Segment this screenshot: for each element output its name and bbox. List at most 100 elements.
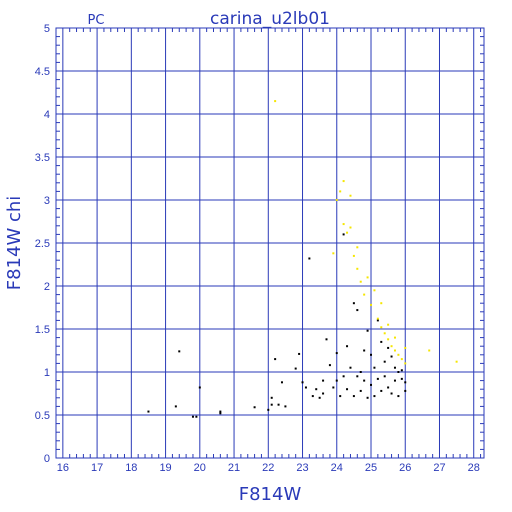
data-point — [370, 353, 373, 356]
chart-subtitle: PC — [88, 13, 105, 28]
data-point — [397, 353, 400, 356]
data-point — [400, 358, 403, 361]
data-point — [342, 375, 345, 378]
data-point — [428, 349, 431, 352]
data-point — [352, 254, 355, 257]
x-tick-label: 24 — [331, 462, 343, 474]
data-point — [400, 369, 403, 372]
y-tick-label: 1.5 — [35, 324, 50, 336]
data-point — [363, 293, 366, 296]
data-point — [335, 352, 338, 355]
x-tick-label: 16 — [57, 462, 69, 474]
data-point — [383, 360, 386, 363]
data-point — [393, 349, 396, 352]
data-point — [387, 323, 390, 326]
data-point — [356, 246, 359, 249]
data-point — [304, 386, 307, 389]
data-point — [404, 346, 407, 349]
data-point — [346, 388, 349, 391]
data-point — [370, 383, 373, 386]
x-tick-label: 20 — [194, 462, 206, 474]
data-point — [390, 355, 393, 358]
data-point — [359, 280, 362, 283]
x-tick-label: 19 — [159, 462, 171, 474]
data-point — [359, 389, 362, 392]
data-point — [342, 180, 345, 183]
data-point — [301, 381, 304, 384]
data-point — [270, 396, 273, 399]
y-tick-label: 0 — [44, 453, 50, 465]
data-point — [366, 276, 369, 279]
data-points — [147, 100, 458, 418]
data-point — [277, 403, 280, 406]
data-point — [352, 395, 355, 398]
data-point — [383, 332, 386, 335]
data-point — [370, 303, 373, 306]
data-point — [346, 231, 349, 234]
data-point — [315, 388, 318, 391]
plot-frame — [55, 27, 485, 459]
data-point — [267, 408, 270, 411]
data-point — [325, 338, 328, 341]
y-tick-label: 2.5 — [35, 238, 50, 250]
data-point — [352, 302, 355, 305]
data-point — [400, 377, 403, 380]
x-tick-label: 25 — [365, 462, 377, 474]
data-point — [280, 381, 283, 384]
data-point — [349, 194, 352, 197]
y-tick-label: 1 — [44, 367, 50, 379]
data-point — [356, 309, 359, 312]
data-point — [376, 319, 379, 322]
data-point — [373, 395, 376, 398]
data-point — [387, 386, 390, 389]
data-point — [346, 345, 349, 348]
x-tick-label: 17 — [91, 462, 103, 474]
data-point — [397, 371, 400, 373]
data-point — [339, 395, 342, 398]
data-point — [322, 379, 325, 382]
data-point — [328, 364, 331, 367]
data-point — [393, 366, 396, 369]
data-point — [174, 405, 177, 408]
y-tick-label: 4 — [44, 109, 50, 121]
data-point — [311, 395, 314, 398]
data-point — [393, 379, 396, 382]
x-tick-label: 26 — [399, 462, 411, 474]
data-point — [147, 410, 150, 413]
data-point — [390, 345, 393, 348]
data-point — [318, 396, 321, 399]
data-point — [274, 100, 277, 103]
data-point — [404, 381, 407, 384]
data-point — [356, 375, 359, 378]
data-point — [380, 389, 383, 392]
data-point — [376, 317, 379, 320]
data-point — [380, 326, 383, 329]
y-tick-label: 0.5 — [35, 410, 50, 422]
data-point — [349, 226, 352, 229]
data-point — [349, 366, 352, 369]
y-tick-label: 2 — [44, 281, 50, 293]
data-point — [270, 403, 273, 406]
x-tick-label: 18 — [125, 462, 137, 474]
y-tick-label: 3 — [44, 195, 50, 207]
grid — [56, 27, 484, 459]
axis-ticks: 16 17 18 19 20 21 22 23 24 25 26 27 28 0 0.5 1 1.5 2 2.5 3 3… — [35, 23, 484, 474]
data-point — [373, 289, 376, 292]
data-point — [198, 386, 201, 389]
data-point — [397, 395, 400, 398]
data-point — [342, 233, 345, 236]
data-point — [366, 329, 369, 332]
data-point — [404, 362, 407, 365]
data-point — [178, 350, 181, 353]
data-point — [383, 375, 386, 378]
x-tick-label: 28 — [468, 462, 480, 474]
y-tick-label: 3.5 — [35, 152, 50, 164]
y-axis-label: F814W chi — [4, 196, 25, 291]
data-point — [332, 252, 335, 255]
x-tick-label: 27 — [433, 462, 445, 474]
data-point — [335, 379, 338, 382]
data-point — [380, 302, 383, 305]
chart-title: carina_u2lb01 — [210, 9, 330, 29]
data-point — [356, 267, 359, 270]
